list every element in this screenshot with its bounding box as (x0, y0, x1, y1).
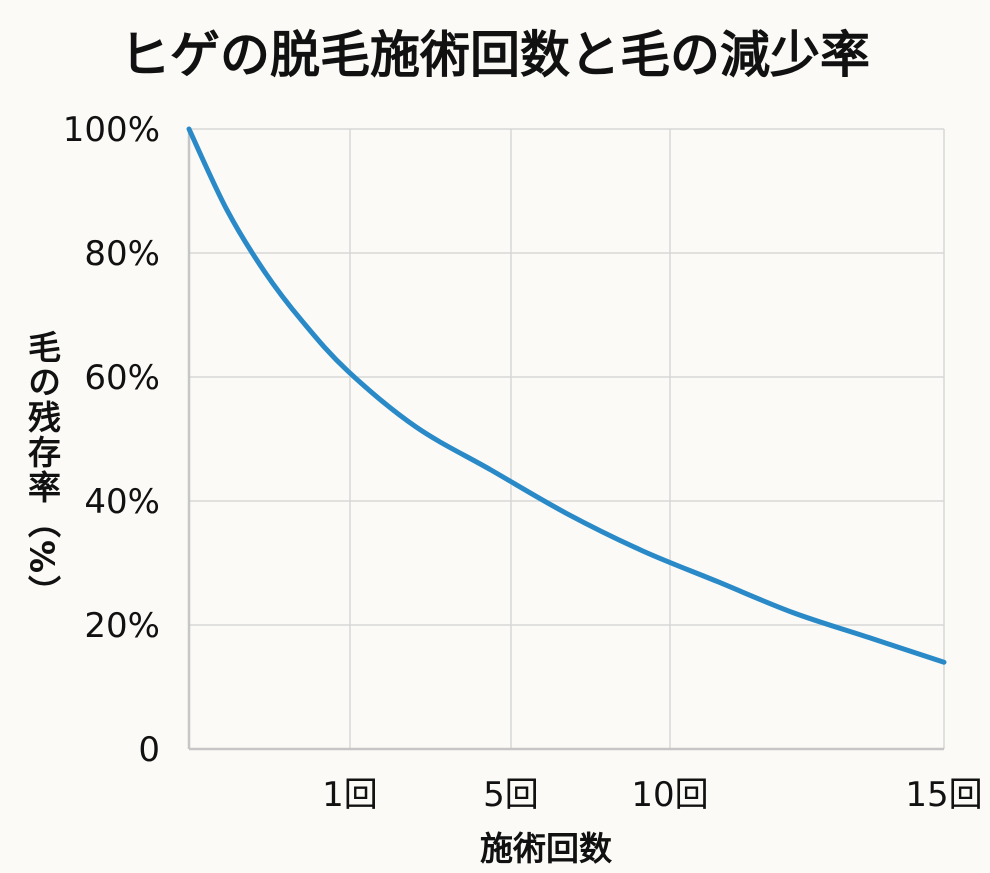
series-line (186, 126, 947, 665)
y-axis-label: 毛の残存率（%） (23, 330, 62, 610)
y-tick-label: 20% (84, 606, 160, 646)
y-tick-labels: 0 20% 40% 60% 80% 100% (63, 110, 160, 770)
grid (189, 128, 945, 749)
x-tick-label: 15回 (905, 775, 982, 815)
x-tick-labels: 1回 5回 10回 15回 (322, 775, 982, 815)
axes (187, 129, 944, 751)
y-tick-label: 0 (138, 730, 160, 770)
x-axis-label: 施術回数 (480, 829, 613, 868)
y-tick-label: 100% (63, 110, 160, 150)
series-layer (186, 126, 947, 665)
chart-title: ヒゲの脱毛施術回数と毛の減少率 (120, 26, 870, 84)
y-tick-label: 40% (84, 482, 160, 522)
x-tick-label: 10回 (631, 775, 708, 815)
y-tick-label: 80% (84, 234, 160, 274)
x-tick-label: 1回 (322, 775, 378, 815)
y-tick-label: 60% (84, 358, 160, 398)
x-tick-label: 5回 (483, 775, 539, 815)
